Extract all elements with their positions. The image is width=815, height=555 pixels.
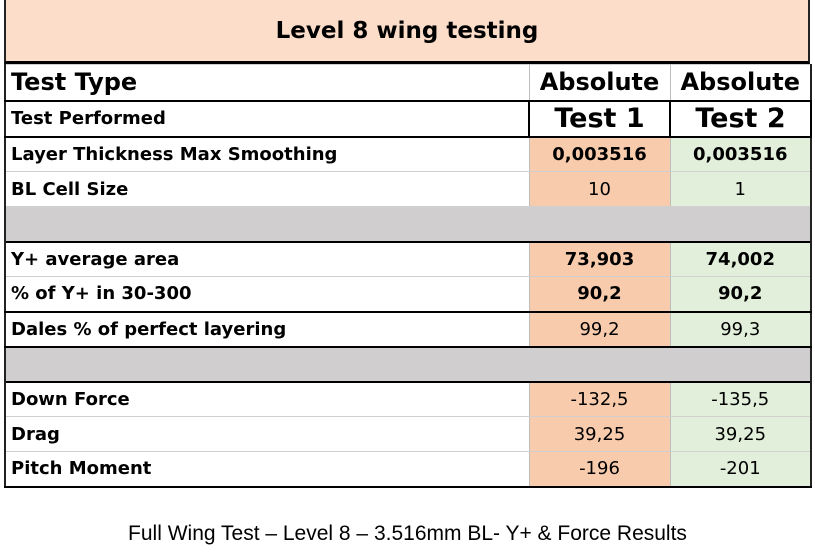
test2-cell: 1	[669, 171, 812, 207]
test2-cell: -135,5	[669, 380, 812, 417]
row-label: Dales % of perfect layering	[4, 311, 530, 348]
test2-cell: 99,3	[669, 311, 812, 348]
table-row: BL Cell Size 10 1	[4, 171, 812, 207]
figure-caption: Full Wing Test – Level 8 – 3.516mm BL- Y…	[128, 522, 687, 545]
test2-cell: -201	[669, 451, 812, 488]
separator-cell	[4, 346, 812, 382]
row-label: % of Y+ in 30-300	[4, 276, 530, 313]
row-label: BL Cell Size	[4, 171, 530, 207]
results-table: Test Type Absolute Absolute Test Perform…	[4, 64, 812, 488]
test1-cell: 99,2	[528, 311, 671, 348]
test-type-row: Test Type Absolute Absolute	[4, 64, 812, 102]
table-title: Level 8 wing testing	[4, 0, 810, 64]
table-row: Pitch Moment -196 -201	[4, 451, 812, 488]
test1-cell: 10	[528, 171, 671, 207]
table-row: Down Force -132,5 -135,5	[4, 380, 812, 417]
test1-cell: -196	[528, 451, 671, 488]
test1-cell: 0,003516	[528, 136, 671, 172]
test2-header: Test 2	[669, 100, 812, 138]
test2-cell: 0,003516	[669, 136, 812, 172]
test2-cell: 74,002	[669, 240, 812, 277]
row-label: Y+ average area	[4, 240, 530, 277]
results-spreadsheet: Level 8 wing testing Test Type Absolute …	[4, 0, 812, 498]
row-label: Layer Thickness Max Smoothing	[4, 136, 530, 172]
table-row: Y+ average area 73,903 74,002	[4, 240, 812, 277]
test1-cell: -132,5	[528, 380, 671, 417]
test-performed-row: Test Performed Test 1 Test 2	[4, 100, 812, 138]
test-performed-label: Test Performed	[4, 100, 530, 138]
test1-cell: 90,2	[528, 276, 671, 313]
separator-row	[4, 346, 812, 382]
separator-row	[4, 206, 812, 242]
test2-cell: 39,25	[669, 416, 812, 452]
table-row: Layer Thickness Max Smoothing 0,003516 0…	[4, 136, 812, 172]
row-label: Drag	[4, 416, 530, 452]
test1-header: Test 1	[528, 100, 671, 138]
test-type-label: Test Type	[4, 64, 530, 102]
test2-type: Absolute	[669, 64, 812, 102]
test1-cell: 39,25	[528, 416, 671, 452]
table-row: Dales % of perfect layering 99,2 99,3	[4, 311, 812, 348]
table-row: % of Y+ in 30-300 90,2 90,2	[4, 276, 812, 313]
test1-type: Absolute	[528, 64, 671, 102]
separator-cell	[4, 206, 812, 242]
test2-cell: 90,2	[669, 276, 812, 313]
row-label: Pitch Moment	[4, 451, 530, 488]
row-label: Down Force	[4, 380, 530, 417]
test1-cell: 73,903	[528, 240, 671, 277]
table-row: Drag 39,25 39,25	[4, 416, 812, 452]
